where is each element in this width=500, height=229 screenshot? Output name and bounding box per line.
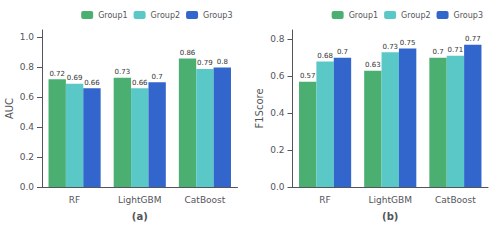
- svg-text:0.79: 0.79: [197, 59, 213, 67]
- svg-text:0.0: 0.0: [270, 182, 285, 192]
- svg-text:CatBoost: CatBoost: [185, 195, 226, 205]
- svg-text:0.6: 0.6: [20, 92, 35, 102]
- svg-text:0.4: 0.4: [20, 122, 35, 132]
- svg-text:0.72: 0.72: [49, 70, 65, 78]
- svg-text:0.8: 0.8: [217, 58, 228, 66]
- svg-text:CatBoost: CatBoost: [435, 195, 476, 205]
- svg-text:RF: RF: [319, 195, 330, 205]
- svg-text:RF: RF: [69, 195, 80, 205]
- svg-text:LightGBM: LightGBM: [118, 195, 161, 205]
- svg-text:Group2: Group2: [151, 11, 180, 20]
- svg-text:0.63: 0.63: [365, 61, 381, 69]
- svg-text:0.73: 0.73: [382, 43, 398, 51]
- svg-text:1.0: 1.0: [20, 32, 35, 42]
- svg-text:Group2: Group2: [401, 11, 430, 20]
- svg-text:0.4: 0.4: [270, 108, 285, 118]
- svg-text:0.77: 0.77: [465, 35, 481, 43]
- svg-text:0.66: 0.66: [132, 79, 148, 87]
- svg-text:Group1: Group1: [98, 11, 127, 20]
- svg-text:0.7: 0.7: [337, 48, 348, 56]
- svg-text:0.86: 0.86: [180, 49, 196, 57]
- svg-text:0.0: 0.0: [20, 182, 35, 192]
- svg-text:Group1: Group1: [349, 11, 378, 20]
- svg-text:0.69: 0.69: [67, 74, 83, 82]
- svg-text:0.73: 0.73: [115, 68, 131, 76]
- svg-text:0.7: 0.7: [152, 73, 163, 81]
- svg-text:0.68: 0.68: [317, 52, 333, 60]
- svg-text:Group3: Group3: [203, 11, 232, 20]
- svg-text:0.8: 0.8: [270, 34, 285, 44]
- svg-text:0.66: 0.66: [84, 79, 100, 87]
- svg-text:0.57: 0.57: [300, 72, 316, 80]
- svg-text:0.75: 0.75: [400, 39, 416, 47]
- svg-text:0.2: 0.2: [20, 152, 34, 162]
- svg-text:Group3: Group3: [454, 11, 483, 20]
- svg-text:0.8: 0.8: [20, 62, 35, 72]
- svg-text:(a): (a): [132, 211, 148, 222]
- svg-text:0.71: 0.71: [448, 46, 464, 54]
- svg-text:(b): (b): [382, 211, 398, 222]
- svg-text:F1Score: F1Score: [254, 88, 265, 128]
- svg-text:0.6: 0.6: [270, 71, 285, 81]
- svg-text:AUC: AUC: [4, 98, 15, 119]
- svg-text:0.7: 0.7: [432, 48, 443, 56]
- svg-text:LightGBM: LightGBM: [369, 195, 412, 205]
- svg-text:0.2: 0.2: [270, 145, 284, 155]
